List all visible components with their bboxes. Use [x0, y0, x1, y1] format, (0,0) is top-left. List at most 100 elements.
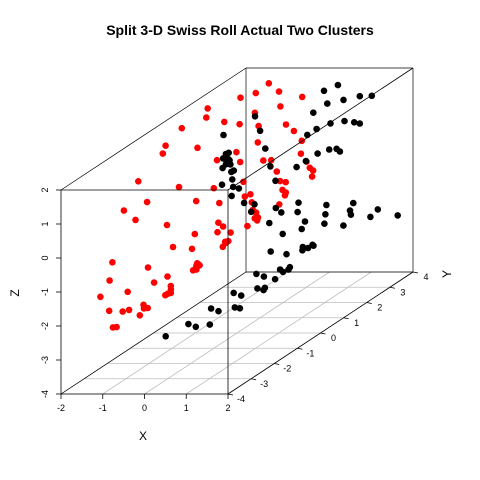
data-point: [341, 117, 348, 125]
data-point: [260, 286, 267, 294]
data-point: [244, 222, 251, 230]
z-tick-label: 0: [40, 255, 50, 260]
z-axis-title: Z: [8, 289, 22, 296]
y-tick-label: 4: [423, 272, 428, 282]
data-point: [321, 220, 328, 227]
data-point: [279, 268, 287, 276]
data-point: [236, 120, 243, 128]
data-point: [336, 148, 344, 155]
data-point: [235, 185, 243, 192]
data-point: [340, 96, 347, 104]
data-point: [281, 192, 289, 199]
data-point: [350, 119, 358, 126]
data-point: [309, 167, 317, 174]
data-point: [136, 312, 144, 319]
data-point: [346, 207, 354, 214]
data-point: [210, 184, 218, 192]
data-point: [206, 321, 214, 328]
data-point: [188, 245, 196, 253]
data-point: [356, 92, 364, 100]
data-point: [298, 225, 306, 233]
data-point: [125, 306, 133, 314]
data-point: [267, 163, 274, 170]
data-point: [394, 212, 402, 219]
data-point: [247, 208, 255, 216]
data-point: [162, 142, 169, 149]
data-point: [374, 206, 382, 213]
data-point: [253, 217, 261, 224]
data-point: [265, 80, 273, 87]
data-point: [213, 156, 221, 164]
data-point: [308, 173, 316, 180]
data-point: [143, 198, 151, 206]
data-point: [218, 181, 226, 188]
data-point: [356, 120, 364, 127]
z-tick-label: 1: [40, 221, 50, 226]
data-points: [97, 80, 402, 340]
data-point: [240, 199, 248, 207]
data-point: [251, 201, 258, 208]
y-tick-label: -3: [260, 379, 268, 389]
data-point: [301, 218, 309, 225]
data-point: [324, 100, 331, 107]
data-point: [231, 304, 239, 311]
data-point: [325, 146, 333, 153]
data-point: [262, 145, 269, 152]
plot-box-back: [60, 67, 414, 395]
box-edge: [60, 271, 247, 395]
data-point: [237, 292, 245, 299]
z-tick-label: -4: [40, 390, 50, 398]
y-tick-mark: [320, 332, 326, 335]
data-point: [219, 164, 226, 172]
data-point: [227, 229, 234, 236]
data-point: [236, 305, 244, 312]
y-tick-label: -2: [283, 364, 291, 374]
data-point: [310, 242, 317, 249]
data-point: [237, 94, 244, 101]
data-point: [162, 333, 169, 340]
x-tick-label: 1: [184, 403, 189, 413]
data-point: [350, 199, 357, 207]
data-point: [367, 213, 374, 221]
data-point: [222, 239, 230, 247]
data-point: [267, 156, 275, 164]
data-point: [150, 279, 158, 286]
data-point: [216, 199, 223, 207]
data-point: [195, 261, 202, 268]
data-point: [223, 154, 230, 162]
data-point: [314, 150, 321, 157]
data-point: [277, 103, 284, 110]
data-point: [215, 307, 222, 315]
data-point: [252, 89, 260, 97]
y-tick-mark: [366, 302, 372, 304]
data-point: [282, 121, 290, 128]
data-point: [185, 320, 192, 328]
data-point: [285, 266, 292, 273]
data-point: [124, 288, 131, 296]
data-point: [214, 228, 221, 236]
data-point: [236, 158, 244, 166]
data-point: [119, 308, 126, 315]
data-point: [228, 168, 235, 176]
data-point: [228, 192, 235, 200]
data-point: [193, 266, 200, 273]
data-point: [163, 221, 171, 229]
data-point: [260, 157, 267, 164]
chart-title: Split 3-D Swiss Roll Actual Two Clusters: [106, 22, 374, 38]
data-point: [290, 127, 298, 135]
data-point: [272, 177, 279, 185]
data-point: [295, 199, 302, 206]
y-tick-mark: [389, 286, 395, 289]
data-point: [120, 207, 128, 214]
data-point: [302, 157, 310, 165]
data-point: [169, 243, 177, 251]
data-point: [240, 178, 247, 186]
data-point: [275, 88, 283, 95]
x-tick-label: 2: [225, 403, 230, 413]
data-point: [251, 113, 259, 120]
data-point: [109, 259, 116, 266]
data-point: [233, 148, 240, 156]
y-axis-title: Y: [440, 270, 454, 278]
box-edge: [227, 67, 414, 191]
